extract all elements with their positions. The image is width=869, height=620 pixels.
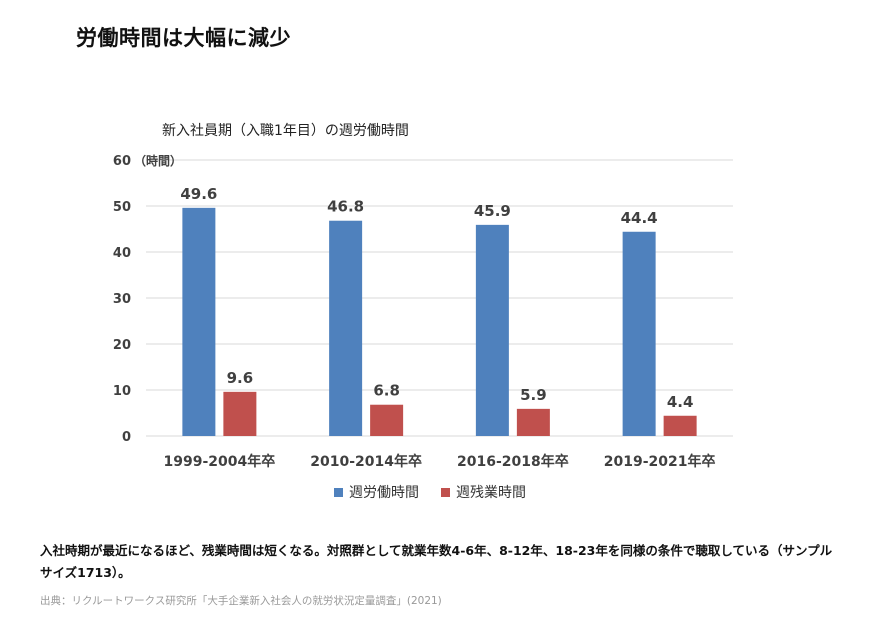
data-label: 44.4 (621, 209, 658, 227)
legend-item-overtime-hours: 週残業時間 (441, 482, 526, 502)
y-axis-unit-label: （時間） (134, 153, 182, 168)
bar-overtime-hours (223, 391, 257, 436)
page-headline: 労働時間は大幅に減少 (76, 26, 291, 50)
y-tick-label: 0 (122, 430, 131, 445)
data-label: 5.9 (520, 386, 547, 404)
x-tick-label: 1999-2004年卒 (164, 453, 276, 470)
x-tick-label: 2016-2018年卒 (457, 453, 569, 470)
legend-label-overtime-hours: 週残業時間 (456, 485, 526, 501)
source-citation: 出典：リクルートワークス研究所「大手企業新入社会人の就労状況定量調査」(2021… (40, 595, 442, 607)
data-label: 6.8 (373, 382, 400, 400)
bar-overtime-hours (663, 415, 697, 436)
y-tick-label: 30 (113, 292, 131, 307)
data-label: 4.4 (667, 393, 694, 411)
bar-weekly-hours (475, 224, 509, 436)
y-tick-label: 20 (113, 338, 131, 353)
y-tick-label: 60 (113, 154, 131, 169)
data-label: 9.6 (227, 369, 254, 387)
legend-swatch-weekly-hours (334, 487, 343, 497)
bar-overtime-hours (370, 404, 404, 436)
bar-overtime-hours (516, 408, 550, 436)
legend-item-weekly-hours: 週労働時間 (334, 482, 419, 502)
bar-weekly-hours (622, 231, 656, 436)
chart-legend: 週労働時間 週残業時間 (334, 482, 526, 502)
bar-weekly-hours (182, 207, 216, 436)
y-tick-label: 50 (113, 200, 131, 215)
y-tick-label: 10 (113, 384, 131, 399)
x-tick-label: 2019-2021年卒 (604, 453, 716, 470)
y-tick-label: 40 (113, 246, 131, 261)
bar-weekly-hours (329, 220, 363, 436)
data-label: 49.6 (180, 185, 217, 203)
data-label: 45.9 (474, 202, 511, 220)
chart-title: 新入社員期（入職1年目）の週労働時間 (162, 123, 409, 139)
legend-label-weekly-hours: 週労働時間 (349, 485, 419, 501)
chart-note: 入社時期が最近になるほど、残業時間は短くなる。対照群として就業年数4-6年、8-… (40, 543, 833, 580)
x-tick-label: 2010-2014年卒 (310, 453, 422, 470)
legend-swatch-overtime-hours (441, 487, 450, 497)
data-label: 46.8 (327, 198, 364, 216)
